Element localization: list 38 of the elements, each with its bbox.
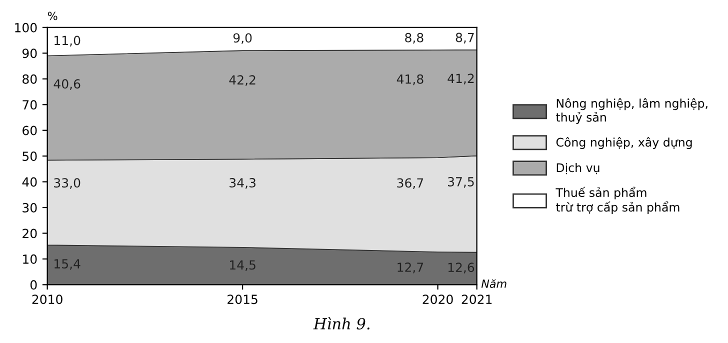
data-label: 8,8: [405, 32, 424, 44]
legend-label: Công nghiệp, xây dựng: [556, 137, 692, 150]
y-axis-title: %: [48, 12, 58, 20]
data-label: 11,0: [54, 36, 80, 46]
x-tick-label: 2015: [228, 294, 258, 304]
x-tick-label: 2010: [32, 294, 62, 304]
y-tick-label: 50: [22, 152, 37, 161]
y-tick-label: 100: [15, 22, 37, 32]
y-tick-label: 60: [22, 126, 37, 136]
x-axis-title: Năm: [481, 279, 506, 288]
y-tick-label: 0: [30, 280, 37, 290]
data-label: 9,0: [233, 33, 252, 44]
legend-label: Dịch vụ: [556, 163, 600, 174]
data-label: 40,6: [54, 79, 80, 90]
y-tick-label: 90: [22, 48, 37, 58]
y-tick-label: 30: [22, 202, 37, 212]
data-label: 36,7: [397, 178, 424, 189]
legend-label: Nông nghiệp, lâm nghiệp, thuỷ sản: [556, 98, 708, 124]
data-label: 33,0: [54, 178, 80, 189]
x-tick-label: 2020: [422, 294, 453, 304]
y-tick-label: 10: [23, 254, 37, 264]
data-label: 15,4: [54, 259, 80, 270]
data-label: 14,5: [230, 260, 256, 271]
data-label: 42,2: [229, 75, 256, 86]
x-tick-label: 2021: [462, 294, 492, 304]
y-tick-label: 20: [22, 228, 37, 238]
y-tick-label: 40: [22, 177, 37, 187]
data-label: 41,8: [396, 74, 424, 86]
y-tick-label: 80: [22, 74, 37, 84]
data-label: 41,2: [448, 74, 474, 84]
legend-label: Thuế sản phẩm trừ trợ cấp sản phẩm: [556, 186, 680, 214]
data-label: 12,7: [398, 262, 424, 274]
y-tick-label: 70: [22, 100, 37, 110]
data-label: 34,3: [230, 178, 256, 189]
data-label: 37,5: [448, 176, 474, 188]
data-label: 12,6: [448, 262, 474, 274]
data-label: 8,7: [456, 32, 474, 44]
text: Hình 9.: [313, 317, 370, 330]
